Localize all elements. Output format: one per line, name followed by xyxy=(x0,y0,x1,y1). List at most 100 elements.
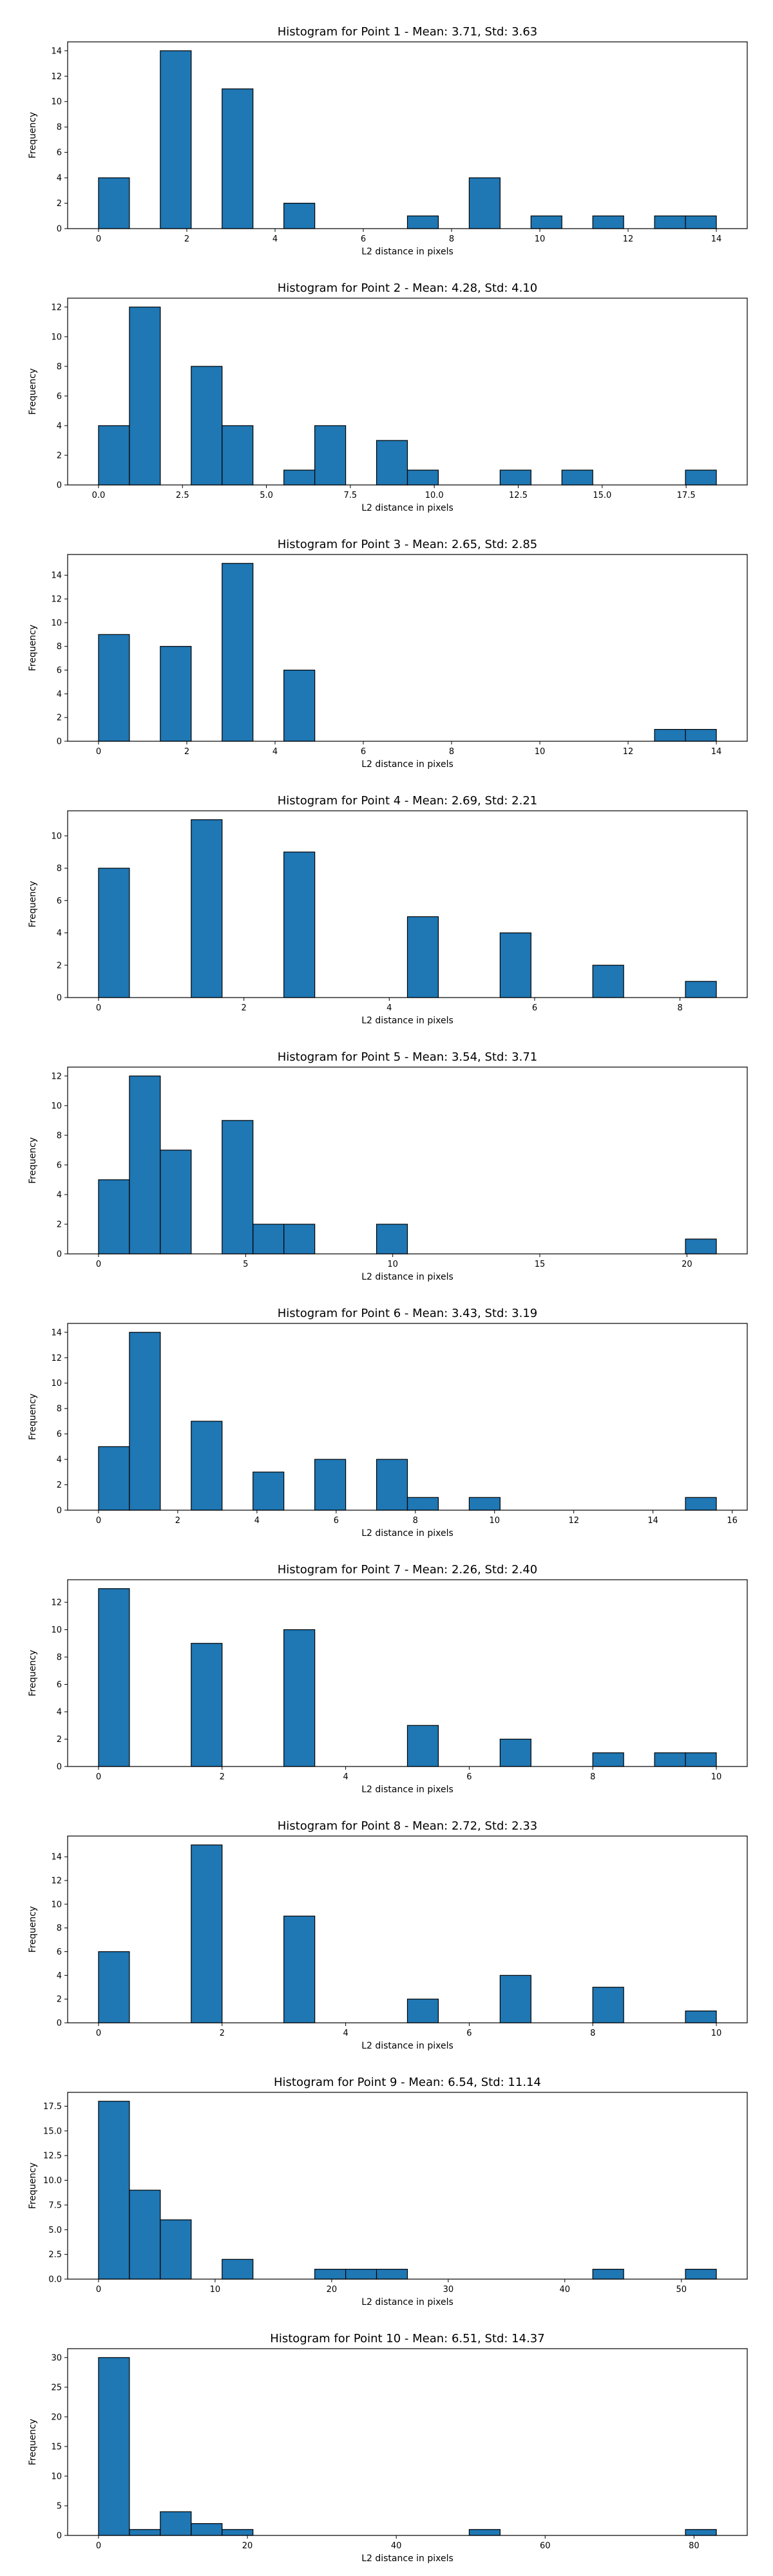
chart-title: Histogram for Point 7 - Mean: 2.26, Std:… xyxy=(278,1563,538,1577)
histogram-bar xyxy=(129,307,161,486)
y-tick-label: 7.5 xyxy=(48,2201,62,2210)
y-axis-label: Frequency xyxy=(28,1906,38,1953)
histogram-bar xyxy=(592,2269,624,2280)
chart-title: Histogram for Point 1 - Mean: 3.71, Std:… xyxy=(278,25,538,39)
histogram-bar xyxy=(283,1224,316,1255)
histogram-bar xyxy=(160,2219,192,2280)
histogram-bar xyxy=(283,1629,316,1767)
y-tick-label: 10 xyxy=(51,97,62,107)
histogram-bar xyxy=(468,1497,501,1511)
plot-frame xyxy=(67,1579,748,1767)
histogram-bar xyxy=(98,2101,130,2280)
bars-group xyxy=(98,563,717,742)
histogram-bar xyxy=(654,215,686,229)
y-tick-label: 2 xyxy=(57,961,62,971)
x-tick-label: 6 xyxy=(361,234,366,244)
y-tick-label: 10 xyxy=(51,831,62,841)
chart-panel-5: Histogram for Point 5 - Mean: 3.54, Std:… xyxy=(28,1050,748,1282)
histogram-bar xyxy=(685,728,717,742)
x-tick-label: 8 xyxy=(677,1003,682,1013)
x-tick-label: 5.0 xyxy=(260,491,273,500)
histogram-bar xyxy=(283,469,316,486)
x-tick-label: 0 xyxy=(96,2029,101,2038)
y-tick-label: 2 xyxy=(57,451,62,460)
histogram-bar xyxy=(468,2529,501,2536)
x-tick-label: 8 xyxy=(449,234,454,244)
histogram-bar xyxy=(98,634,130,742)
histogram-bar xyxy=(406,916,439,998)
y-tick-label: 0 xyxy=(57,2019,62,2029)
y-tick-label: 4 xyxy=(57,174,62,184)
histogram-bar xyxy=(222,425,254,486)
histogram-bar xyxy=(129,2529,161,2536)
y-tick-label: 12.5 xyxy=(43,2152,62,2161)
y-tick-label: 12 xyxy=(51,72,62,82)
histogram-bar xyxy=(160,1150,192,1255)
histogram-bar xyxy=(129,2190,161,2280)
y-tick-label: 5.0 xyxy=(48,2226,62,2235)
histogram-bar xyxy=(222,2529,254,2536)
y-tick-label: 8 xyxy=(57,1131,62,1141)
bars-group xyxy=(98,2101,717,2280)
histogram-bar xyxy=(376,2269,408,2280)
x-tick-label: 2 xyxy=(220,1772,225,1782)
x-tick-label: 4 xyxy=(343,1772,348,1782)
x-axis-label: L2 distance in pixels xyxy=(361,1785,453,1795)
plot-frame xyxy=(67,2092,748,2280)
chart-panel-6: Histogram for Point 6 - Mean: 3.43, Std:… xyxy=(28,1307,748,1539)
x-tick-label: 20 xyxy=(682,1260,692,1269)
y-tick-label: 0 xyxy=(57,737,62,747)
y-tick-label: 10 xyxy=(51,2472,62,2481)
histogram-bar xyxy=(406,215,439,229)
x-tick-label: 15 xyxy=(535,1260,546,1269)
bars-group xyxy=(98,819,717,998)
x-axis-label: L2 distance in pixels xyxy=(361,2297,453,2307)
histogram-bar xyxy=(654,728,686,742)
chart-panel-3: Histogram for Point 3 - Mean: 2.65, Std:… xyxy=(28,538,748,770)
plot-frame xyxy=(67,2348,748,2536)
y-tick-label: 2 xyxy=(57,714,62,723)
x-tick-label: 14 xyxy=(647,1516,658,1526)
y-tick-label: 12 xyxy=(51,595,62,605)
x-tick-label: 4 xyxy=(272,234,278,244)
x-tick-label: 2 xyxy=(184,234,189,244)
histogram-bar xyxy=(283,1915,316,2023)
x-tick-label: 4 xyxy=(254,1516,260,1526)
histogram-bar xyxy=(283,202,316,229)
y-tick-label: 0 xyxy=(57,994,62,1003)
histogram-bar xyxy=(98,1951,130,2023)
histogram-bar xyxy=(499,1975,531,2023)
histogram-bar xyxy=(314,1459,347,1511)
histogram-bar xyxy=(592,965,624,998)
x-tick-label: 40 xyxy=(560,2285,571,2295)
bars-group xyxy=(98,1844,717,2023)
x-tick-label: 20 xyxy=(327,2285,338,2295)
histogram-bar xyxy=(191,819,223,998)
x-tick-label: 40 xyxy=(391,2541,402,2551)
histogram-bar xyxy=(191,2523,223,2536)
y-tick-label: 4 xyxy=(57,1190,62,1200)
x-tick-label: 6 xyxy=(361,747,366,757)
y-tick-label: 0 xyxy=(57,1506,62,1516)
y-tick-label: 4 xyxy=(57,1708,62,1718)
y-tick-label: 14 xyxy=(51,46,62,56)
histogram-bar xyxy=(98,1446,130,1511)
y-tick-label: 0 xyxy=(57,1250,62,1260)
x-tick-label: 10.0 xyxy=(425,491,444,500)
histogram-bar xyxy=(685,2269,717,2280)
x-tick-label: 10 xyxy=(711,1772,722,1782)
x-tick-label: 14 xyxy=(711,234,722,244)
y-tick-label: 20 xyxy=(51,2412,62,2422)
y-tick-label: 6 xyxy=(57,392,62,401)
histogram-bar xyxy=(468,177,501,229)
histogram-bar xyxy=(283,669,316,742)
y-tick-label: 30 xyxy=(51,2353,62,2363)
y-tick-label: 0 xyxy=(57,2532,62,2541)
histogram-bar xyxy=(376,1459,408,1511)
y-tick-label: 8 xyxy=(57,1405,62,1414)
x-axis-label: L2 distance in pixels xyxy=(361,247,453,257)
histogram-bar xyxy=(191,1643,223,1767)
histogram-bar xyxy=(592,215,624,229)
histogram-bar xyxy=(654,1752,686,1767)
